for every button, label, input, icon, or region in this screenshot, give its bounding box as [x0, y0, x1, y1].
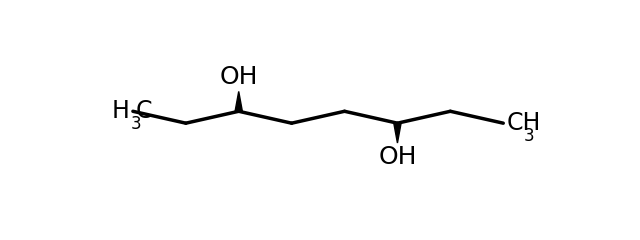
Text: 3: 3: [131, 115, 141, 133]
Text: OH: OH: [220, 66, 258, 90]
Text: CH: CH: [507, 111, 541, 135]
Polygon shape: [235, 91, 243, 111]
Text: H: H: [112, 99, 129, 123]
Text: OH: OH: [378, 145, 417, 169]
Text: C: C: [135, 99, 152, 123]
Polygon shape: [394, 123, 401, 143]
Text: 3: 3: [524, 127, 534, 145]
